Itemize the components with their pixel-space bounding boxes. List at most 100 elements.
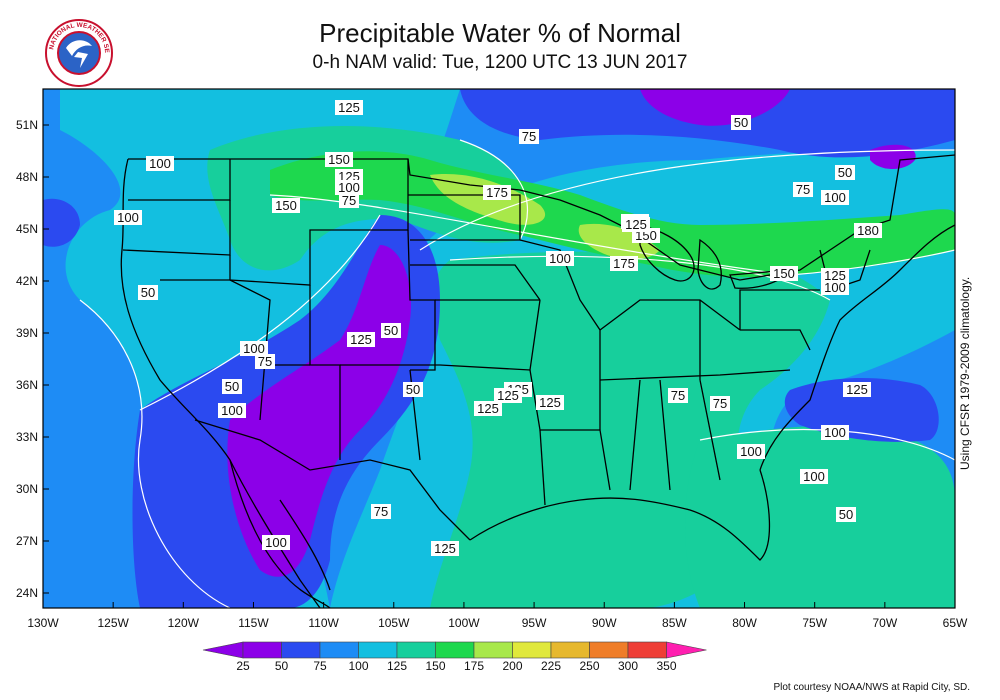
map-subtitle: 0-h NAM valid: Tue, 1200 UTC 13 JUN 2017	[312, 52, 688, 73]
colorbar-tick-label: 175	[464, 659, 484, 673]
colorbar-swatch	[396, 641, 436, 659]
lon-label: 115W	[238, 616, 269, 630]
colorbar-swatch	[435, 641, 475, 659]
lon-label: 130W	[27, 616, 59, 630]
contour-label: 100	[149, 156, 171, 171]
contour-label: 125	[338, 100, 360, 115]
lon-label: 125W	[97, 616, 129, 630]
colorbar-swatch	[627, 641, 667, 659]
contour-label: 75	[258, 354, 272, 369]
lon-label: 85W	[662, 616, 687, 630]
lat-label: 27N	[16, 534, 38, 548]
colorbar-tick-label: 200	[502, 659, 522, 673]
colorbar-swatch	[550, 641, 590, 659]
colorbar-arrow-left	[202, 641, 244, 659]
contour-label: 125	[434, 541, 456, 556]
lat-label: 51N	[16, 118, 38, 132]
lat-label: 45N	[16, 222, 38, 236]
contour-label: 75	[796, 182, 810, 197]
contour-label: 100	[824, 190, 846, 205]
lat-label: 30N	[16, 482, 38, 496]
contour-label: 75	[342, 193, 356, 208]
colorbar-tick-label: 150	[425, 659, 445, 673]
colorbar-swatch	[281, 641, 321, 659]
colorbar-arrow-right	[666, 641, 707, 659]
contour-label: 75	[713, 396, 727, 411]
colorbar-tick-label: 50	[275, 659, 289, 673]
contour-label: 100	[549, 251, 571, 266]
contour-label: 50	[839, 507, 853, 522]
colorbar-swatch	[358, 641, 398, 659]
contour-label: 180	[857, 223, 879, 238]
lat-label: 36N	[16, 378, 38, 392]
nws-seal-icon: NATIONAL WEATHER SERVICE	[44, 18, 113, 87]
lon-label: 120W	[168, 616, 200, 630]
lon-label: 105W	[378, 616, 410, 630]
lon-label: 100W	[448, 616, 480, 630]
lon-label: 70W	[873, 616, 898, 630]
field-southwest-core	[227, 245, 411, 577]
contour-label: 100	[824, 280, 846, 295]
contour-label: 100	[740, 444, 762, 459]
colorbar-tick-label: 25	[236, 659, 250, 673]
colorbar-swatch	[473, 641, 513, 659]
contour-label: 50	[838, 165, 852, 180]
contour-label: 125	[477, 401, 499, 416]
colorbar-tick-label: 300	[618, 659, 638, 673]
contour-label: 75	[374, 504, 388, 519]
contour-label: 125	[539, 395, 561, 410]
map-frame	[42, 88, 956, 609]
lon-label: 65W	[943, 616, 968, 630]
contour-label: 50	[141, 285, 155, 300]
climatology-note: Using CFSR 1979-2009 climatology.	[958, 276, 972, 470]
contour-label: 100	[221, 403, 243, 418]
contour-label: 125	[497, 388, 519, 403]
contour-label: 100	[117, 210, 139, 225]
colorbar-tick-label: 225	[541, 659, 561, 673]
lon-label: 95W	[522, 616, 547, 630]
plot-credit: Plot courtesy NOAA/NWS at Rapid City, SD…	[773, 682, 970, 693]
contour-label: 175	[613, 256, 635, 271]
contour-label: 100	[243, 341, 265, 356]
contour-label: 150	[328, 152, 350, 167]
contour-label: 125	[625, 217, 647, 232]
lon-label: 90W	[592, 616, 617, 630]
contour-label: 50	[384, 323, 398, 338]
colorbar-tick-label: 100	[348, 659, 368, 673]
contour-label: 150	[275, 198, 297, 213]
contour-label: 100	[265, 535, 287, 550]
lat-label: 24N	[16, 586, 38, 600]
contour-label: 100	[824, 425, 846, 440]
contour-label: 150	[773, 266, 795, 281]
colorbar-tick-label: 125	[387, 659, 407, 673]
contour-label: 75	[522, 129, 536, 144]
contour-label: 75	[671, 388, 685, 403]
lat-label: 33N	[16, 430, 38, 444]
colorbar-swatch	[589, 641, 629, 659]
contour-label: 125	[350, 332, 372, 347]
lon-label: 110W	[308, 616, 339, 630]
contour-value-labels: 1257550150125100751755010075100100150125…	[114, 100, 882, 556]
contour-label: 100	[338, 180, 360, 195]
contour-label: 50	[734, 115, 748, 130]
field-pacific-low	[43, 198, 80, 247]
colorbar-legend: 25 50 75 100 125 150 175 200 225 250 300 350	[202, 641, 707, 673]
lat-label: 42N	[16, 274, 38, 288]
latitude-axis: 51N 48N 45N 42N 39N 36N 33N 30N 27N 24N	[16, 118, 49, 600]
contour-label: 50	[406, 382, 420, 397]
lon-label: 75W	[802, 616, 827, 630]
lat-label: 39N	[16, 326, 38, 340]
lon-label: 80W	[732, 616, 757, 630]
contour-label: 50	[225, 379, 239, 394]
field-coastal-green	[685, 425, 955, 608]
longitude-axis: 130W 125W 120W 115W 110W 105W 100W 95W 90W 85W 80W…	[27, 602, 968, 630]
colorbar-swatch	[242, 641, 282, 659]
field-175-patch-2	[578, 223, 660, 260]
lat-label: 48N	[16, 170, 38, 184]
colorbar-swatch	[512, 641, 552, 659]
colorbar-swatch	[319, 641, 359, 659]
contour-label: 125	[846, 382, 868, 397]
map-field	[43, 89, 955, 608]
contour-label: 100	[803, 469, 825, 484]
